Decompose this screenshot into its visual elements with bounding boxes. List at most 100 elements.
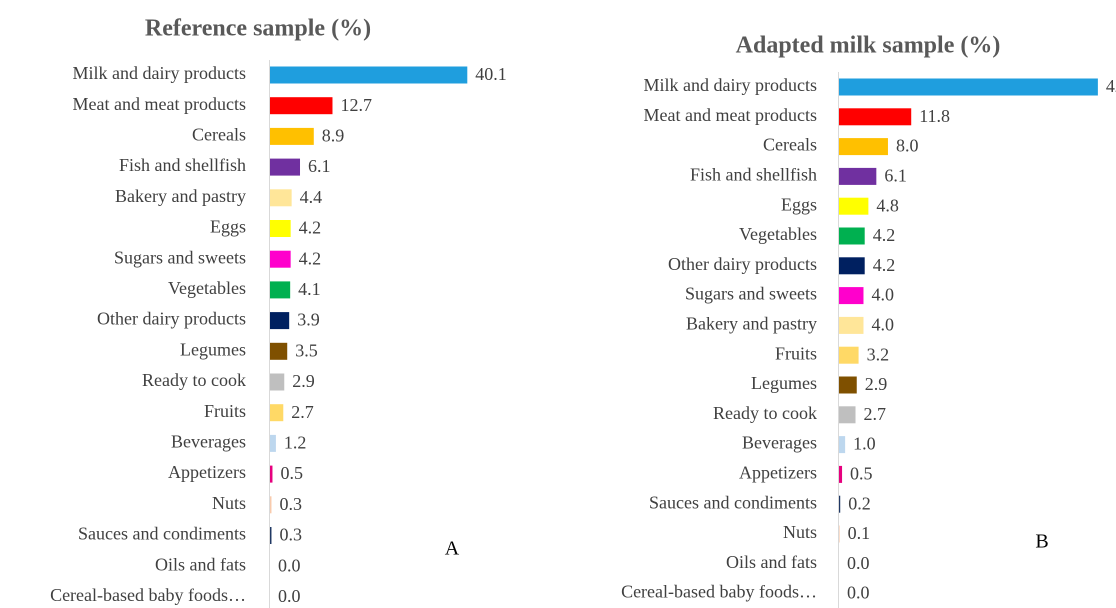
- category-label: Sugars and sweets: [685, 284, 817, 304]
- bar: [270, 97, 333, 115]
- value-label: 4.8: [876, 195, 899, 215]
- category-label: Vegetables: [739, 224, 817, 244]
- bar: [839, 167, 877, 185]
- bar: [270, 281, 291, 299]
- value-label: 40.1: [475, 64, 507, 84]
- value-label: 0.0: [278, 586, 301, 606]
- value-label: 12.7: [340, 95, 372, 115]
- value-label: 0.0: [847, 583, 870, 603]
- value-label: 3.9: [297, 310, 320, 330]
- bar: [270, 496, 272, 514]
- panel-label: A: [445, 538, 460, 560]
- bar: [839, 406, 856, 424]
- bar: [270, 404, 284, 422]
- category-label: Vegetables: [168, 278, 246, 298]
- bar: [270, 220, 291, 237]
- value-label: 0.0: [278, 555, 301, 575]
- value-label: 2.9: [865, 374, 888, 394]
- bar: [270, 465, 273, 483]
- value-label: 0.3: [279, 494, 302, 514]
- value-label: 11.8: [919, 106, 950, 126]
- bar: [839, 495, 841, 513]
- value-label: 6.1: [308, 156, 331, 176]
- value-label: 8.0: [896, 136, 919, 156]
- value-label: 4.2: [299, 218, 322, 238]
- category-label: Bakery and pastry: [686, 314, 817, 334]
- value-label: 0.2: [848, 493, 871, 513]
- bar: [270, 373, 285, 391]
- category-label: Sauces and condiments: [78, 524, 246, 544]
- bar: [270, 312, 290, 330]
- category-label: Cereal-based baby foods…: [621, 582, 817, 602]
- value-label: 2.7: [291, 402, 314, 422]
- bar: [839, 316, 864, 334]
- bar: [839, 197, 869, 215]
- value-label: 0.1: [848, 523, 871, 543]
- category-label: Eggs: [210, 217, 246, 237]
- category-label: Oils and fats: [155, 554, 246, 574]
- category-label: Fruits: [204, 401, 246, 421]
- bar: [839, 227, 865, 245]
- value-label: 4.4: [300, 187, 323, 207]
- value-label: 4.0: [871, 315, 894, 335]
- category-label: Milk and dairy products: [73, 63, 246, 83]
- value-label: 4.2: [873, 225, 896, 245]
- category-label: Meat and meat products: [644, 105, 817, 125]
- bar: [839, 346, 859, 364]
- category-label: Legumes: [751, 373, 817, 393]
- category-label: Sugars and sweets: [114, 247, 246, 267]
- category-label: Sauces and condiments: [649, 492, 817, 512]
- value-label: 0.5: [850, 464, 873, 484]
- bar: [270, 189, 292, 207]
- value-label: 0.0: [847, 553, 870, 573]
- category-label: Appetizers: [168, 462, 246, 482]
- value-label: 0.5: [280, 463, 303, 483]
- category-label: Nuts: [212, 493, 246, 513]
- value-label: 0.3: [279, 525, 302, 545]
- category-label: Nuts: [783, 522, 817, 542]
- bar: [270, 66, 468, 84]
- panel-label: B: [1035, 531, 1048, 553]
- value-label: 2.7: [864, 404, 887, 424]
- category-label: Meat and meat products: [73, 94, 246, 114]
- bar: [839, 287, 864, 305]
- value-label: 2.9: [292, 371, 315, 391]
- bar: [839, 108, 912, 126]
- chart-title: Reference sample (%): [145, 16, 371, 42]
- bar: [839, 465, 843, 483]
- category-label: Beverages: [742, 433, 817, 453]
- category-label: Cereals: [192, 125, 246, 145]
- bar: [839, 376, 857, 394]
- bar: [839, 525, 840, 543]
- category-label: Milk and dairy products: [644, 75, 817, 95]
- value-label: 42.3: [1106, 76, 1116, 96]
- bar: [270, 527, 272, 544]
- value-label: 4.2: [873, 255, 896, 275]
- value-label: 3.5: [295, 340, 318, 360]
- bar: [270, 127, 314, 145]
- bar: [839, 257, 865, 275]
- value-label: 1.0: [853, 434, 876, 454]
- category-label: Fish and shellfish: [690, 165, 817, 185]
- category-label: Ready to cook: [713, 403, 817, 423]
- category-label: Cereal-based baby foods…: [50, 585, 246, 605]
- category-label: Cereals: [763, 135, 817, 155]
- bar: [270, 158, 301, 176]
- category-label: Appetizers: [739, 463, 817, 483]
- value-label: 8.9: [322, 126, 345, 146]
- category-label: Ready to cook: [142, 370, 246, 390]
- bar: [839, 78, 1098, 96]
- category-label: Fish and shellfish: [119, 155, 246, 175]
- bar: [270, 250, 291, 268]
- value-label: 4.1: [298, 279, 321, 299]
- bar: [839, 436, 846, 454]
- bar: [839, 138, 888, 156]
- bar: [270, 434, 276, 452]
- category-label: Other dairy products: [668, 254, 817, 274]
- category-label: Bakery and pastry: [115, 186, 246, 206]
- category-label: Other dairy products: [97, 309, 246, 329]
- value-label: 3.2: [867, 344, 890, 364]
- value-label: 4.0: [871, 285, 894, 305]
- category-label: Oils and fats: [726, 552, 817, 572]
